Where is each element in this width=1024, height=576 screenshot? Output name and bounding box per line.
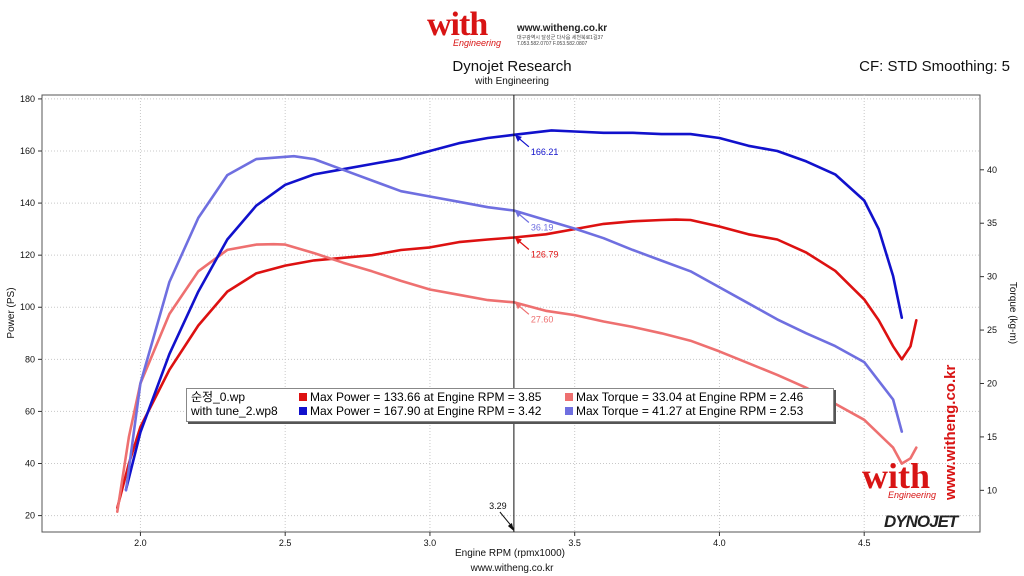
- x-tick-label: 2.0: [134, 538, 147, 548]
- legend-run-name: 순정_0.wp: [191, 390, 246, 404]
- legend-torque-text: Max Torque = 41.27 at Engine RPM = 2.53: [576, 404, 804, 418]
- x-tick-label: 4.0: [713, 538, 726, 548]
- data-label: 36.19: [531, 223, 554, 233]
- chart-subtitle: with Engineering: [475, 76, 549, 87]
- footer-url: www.witheng.co.kr: [470, 563, 554, 574]
- data-label-arrow: [514, 210, 522, 218]
- grid: [42, 95, 980, 532]
- side-url-watermark: www.witheng.co.kr: [940, 360, 970, 500]
- y-tick-label: 180: [20, 94, 35, 104]
- legend-swatch: [299, 393, 307, 401]
- legend-torque-entry: Max Torque = 33.04 at Engine RPM = 2.46: [565, 390, 803, 405]
- data-label-arrow: [514, 237, 522, 245]
- legend: 순정_0.wp Max Power = 133.66 at Engine RPM…: [186, 388, 834, 422]
- y-tick-label: 80: [25, 354, 35, 364]
- header-phone: T.053.582.0707 F.053.582.0807: [517, 41, 588, 47]
- y2-tick-label: 15: [987, 432, 997, 442]
- header-site-url: www.witheng.co.kr: [517, 23, 608, 34]
- header-address: 대구광역시 달성군 다사읍 세천북로1길37: [517, 35, 604, 41]
- cf-smoothing-label: CF: STD Smoothing: 5: [859, 58, 1010, 75]
- x-tick-label: 3.5: [568, 538, 581, 548]
- legend-power-text: Max Power = 133.66 at Engine RPM = 3.85: [310, 390, 542, 404]
- legend-power-text: Max Power = 167.90 at Engine RPM = 3.42: [310, 404, 542, 418]
- y-tick-label: 100: [20, 302, 35, 312]
- x-axis-title: Engine RPM (rpmx1000): [455, 548, 565, 559]
- legend-swatch: [565, 407, 573, 415]
- series-line-0: [116, 218, 918, 510]
- legend-power-entry: Max Power = 133.66 at Engine RPM = 3.85: [299, 390, 541, 405]
- with-engineering-watermark-logo: with Engineering: [862, 458, 942, 502]
- y2-tick-label: 20: [987, 378, 997, 388]
- legend-run-name: with tune_2.wp8: [191, 404, 278, 418]
- legend-swatch: [565, 393, 573, 401]
- data-label-arrow: [514, 302, 522, 310]
- legend-swatch: [299, 407, 307, 415]
- y2-tick-label: 25: [987, 325, 997, 335]
- legend-torque-entry: Max Torque = 41.27 at Engine RPM = 2.53: [565, 404, 803, 419]
- cursor-arrow: [507, 523, 514, 531]
- dynojet-logo: DYNOJET: [884, 512, 958, 531]
- y2-tick-label: 30: [987, 272, 997, 282]
- x-tick-label: 3.0: [424, 538, 437, 548]
- data-label: 27.60: [531, 314, 554, 324]
- plot-area: [41, 94, 981, 533]
- axis-ticks: 2.0 2.5 3.0 3.5 4.0 4.5 20 40 60 80 100 120 140 160 18…: [20, 94, 997, 548]
- y2-tick-label: 35: [987, 218, 997, 228]
- legend-power-entry: Max Power = 167.90 at Engine RPM = 3.42: [299, 404, 541, 419]
- logo-word: with: [427, 6, 488, 43]
- y-tick-label: 20: [25, 511, 35, 521]
- logo-sub: Engineering: [453, 38, 502, 48]
- data-label-arrow: [514, 134, 522, 142]
- logo-word: with: [862, 456, 931, 496]
- x-tick-label: 2.5: [279, 538, 292, 548]
- rpm-cursor: 3.29: [489, 95, 515, 532]
- y-tick-label: 60: [25, 406, 35, 416]
- y2-axis-title: Torque (kg-m): [1007, 282, 1018, 344]
- side-url-text: www.witheng.co.kr: [942, 364, 959, 500]
- data-label: 166.21: [531, 147, 559, 157]
- header-contact-block: www.witheng.co.kr 대구광역시 달성군 다사읍 세천북로1길37…: [517, 23, 607, 47]
- y-tick-label: 120: [20, 250, 35, 260]
- data-label: 126.79: [531, 249, 559, 259]
- series-line-2: [124, 129, 904, 491]
- y-tick-label: 160: [20, 146, 35, 156]
- y2-tick-label: 40: [987, 165, 997, 175]
- x-tick-label: 4.5: [858, 538, 871, 548]
- logo-sub: Engineering: [888, 490, 937, 500]
- with-engineering-logo: with Engineering: [427, 8, 507, 52]
- chart-title: Dynojet Research: [452, 58, 572, 75]
- y-axis-title: Power (PS): [6, 287, 17, 338]
- data-labels: 126.79 27.60 166.21 36.19: [514, 134, 559, 324]
- y2-tick-label: 10: [987, 485, 997, 495]
- cursor-value-label: 3.29: [489, 501, 507, 511]
- y-tick-label: 40: [25, 459, 35, 469]
- legend-torque-text: Max Torque = 33.04 at Engine RPM = 2.46: [576, 390, 804, 404]
- y-tick-label: 140: [20, 198, 35, 208]
